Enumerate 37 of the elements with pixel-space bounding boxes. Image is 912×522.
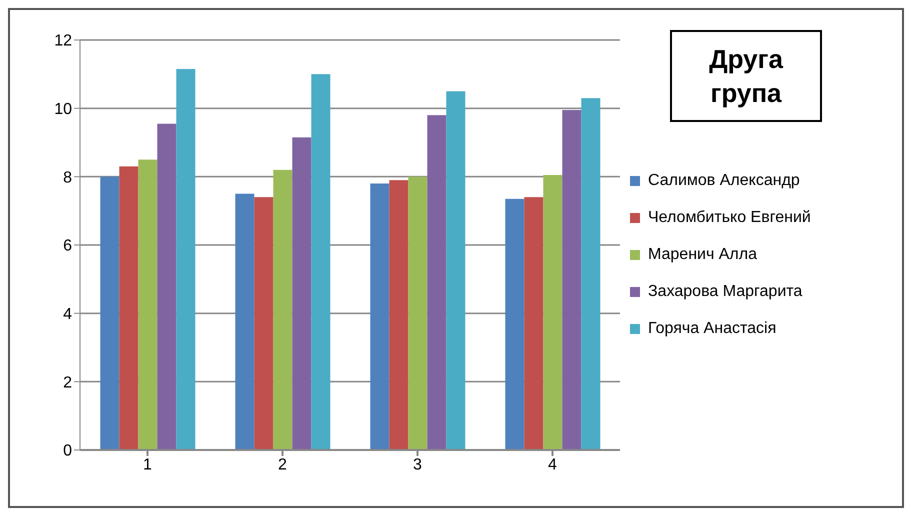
bar (581, 98, 600, 450)
bar (408, 176, 428, 450)
bar (292, 137, 312, 450)
y-tick-label: 6 (63, 238, 72, 255)
bar (235, 194, 254, 450)
bar (311, 74, 330, 450)
bar (273, 170, 292, 450)
y-tick-label: 4 (63, 306, 72, 324)
bar (427, 115, 446, 450)
y-tick-label: 0 (63, 442, 72, 460)
bar (389, 180, 408, 450)
bar (524, 197, 544, 450)
bar (176, 69, 196, 450)
legend-label: Челомбитько Евгений (648, 209, 811, 227)
x-tick-label: 1 (143, 456, 152, 474)
legend-label: Маренич Алла (648, 246, 757, 264)
bar (119, 166, 138, 450)
y-tick-label: 10 (54, 101, 72, 118)
bar (157, 124, 176, 450)
text: Друга група (670, 30, 822, 122)
bar (562, 110, 582, 450)
legend-label: Горяча Анастасія (648, 320, 776, 338)
y-tick-label: 2 (63, 374, 72, 392)
bar (254, 197, 274, 450)
legend-label: Захарова Маргарита (648, 283, 802, 301)
y-tick-label: 12 (54, 32, 72, 50)
y-tick-label: 8 (63, 169, 72, 186)
bar (138, 160, 158, 450)
bar (370, 184, 390, 450)
bar (543, 174, 562, 450)
bar (505, 198, 524, 450)
x-tick-label: 3 (413, 456, 422, 474)
bar (100, 176, 120, 450)
x-tick-label: 4 (548, 456, 558, 474)
legend-label: Салимов Александр (648, 172, 800, 190)
x-tick-label: 2 (278, 456, 288, 474)
bar (446, 91, 466, 450)
